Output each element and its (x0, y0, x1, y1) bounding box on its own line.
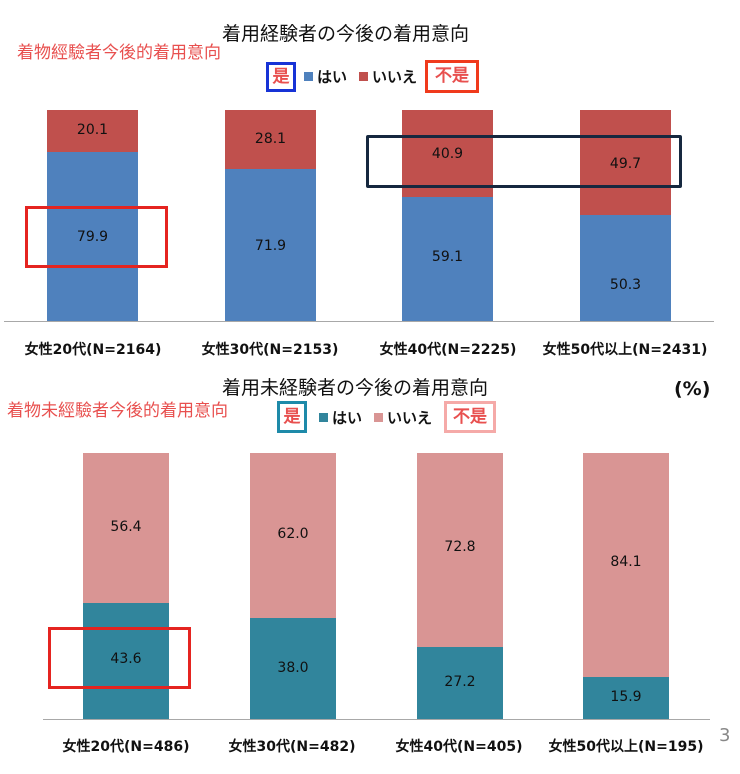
bar-segment-yes: 27.2 (417, 647, 503, 719)
legend-swatch-icon (304, 72, 313, 81)
legend-label-yes: はい (332, 408, 363, 427)
bar-top-50s-plus: 49.7 50.3 (580, 110, 671, 321)
value-label: 43.6 (110, 651, 142, 667)
value-label: 20.1 (76, 122, 109, 138)
value-label: 28.1 (254, 131, 287, 147)
legend-no-tag: 不是 (444, 401, 497, 433)
legend-swatch-icon (319, 412, 328, 422)
bottom-chart-annotation: 着物未經驗者今後的着用意向 (7, 401, 228, 421)
bar-segment-yes: 38.0 (250, 618, 336, 719)
bar-segment-yes: 79.9 (47, 152, 138, 321)
legend-item-yes: はい (319, 407, 362, 428)
value-label: 50.3 (609, 277, 642, 293)
bottom-legend: 是 はい いいえ 不是 (277, 401, 497, 433)
bar-top-40s: 40.9 59.1 (402, 110, 493, 321)
legend-item-no: いいえ (359, 66, 417, 87)
bar-top-30s: 28.1 71.9 (225, 110, 316, 321)
value-label: 79.9 (76, 229, 109, 245)
bar-bottom-40s: 72.8 27.2 (417, 453, 503, 719)
bottom-xlabel-40s: 女性40代(N=405) (395, 739, 523, 755)
bottom-xlabel-20s: 女性20代(N=486) (62, 739, 190, 755)
bar-segment-yes: 43.6 (83, 603, 169, 719)
bottom-xlabel-50s-plus: 女性50代以上(N=195) (548, 739, 704, 755)
bar-segment-no: 72.8 (417, 453, 503, 647)
value-label: 27.2 (444, 674, 476, 690)
bar-bottom-20s: 56.4 43.6 (83, 453, 169, 719)
bar-top-20s: 20.1 79.9 (47, 110, 138, 321)
top-xlabel-50s-plus: 女性50代以上(N=2431) (542, 342, 708, 358)
bottom-x-axis (43, 719, 710, 720)
value-label: 49.7 (609, 156, 642, 172)
value-label: 84.1 (610, 554, 642, 570)
bar-segment-no: 40.9 (402, 110, 493, 197)
page-number: 3 (719, 725, 731, 746)
legend-label-yes: はい (317, 68, 348, 86)
legend-label-no: いいえ (372, 68, 418, 86)
top-chart-annotation: 着物經驗者今後的着用意向 (17, 43, 221, 63)
value-label: 72.8 (444, 539, 476, 555)
value-label: 62.0 (277, 526, 309, 542)
legend-item-yes: はい (304, 66, 347, 87)
value-label: 59.1 (431, 249, 464, 265)
highlight-box-bottom-20s-yes (48, 627, 191, 689)
bar-segment-no: 28.1 (225, 110, 316, 169)
bottom-xlabel-30s: 女性30代(N=482) (228, 739, 356, 755)
top-xlabel-40s: 女性40代(N=2225) (379, 342, 517, 358)
bar-segment-no: 20.1 (47, 110, 138, 152)
legend-yes-tag: 是 (277, 401, 307, 433)
value-label: 15.9 (610, 689, 642, 705)
bar-segment-no: 49.7 (580, 110, 671, 215)
highlight-box-top-20s-yes (25, 206, 168, 268)
highlight-box-top-40s-50s-no (366, 135, 682, 188)
value-label: 56.4 (110, 519, 142, 535)
bar-segment-no: 56.4 (83, 453, 169, 603)
bar-segment-yes: 71.9 (225, 169, 316, 321)
legend-yes-tag: 是 (266, 61, 296, 92)
bar-segment-yes: 50.3 (580, 215, 671, 321)
top-xlabel-30s: 女性30代(N=2153) (201, 342, 339, 358)
value-label: 40.9 (431, 146, 464, 162)
bottom-chart-title: 着用未経験者の今後の着用意向 (222, 377, 489, 399)
legend-item-no: いいえ (374, 407, 432, 428)
bar-segment-yes: 59.1 (402, 197, 493, 321)
legend-swatch-icon (359, 72, 369, 81)
value-label: 71.9 (254, 238, 287, 254)
top-chart-title: 着用経験者の今後の着用意向 (222, 23, 470, 45)
bar-segment-no: 62.0 (250, 453, 336, 618)
top-legend: 是 はい いいえ 不是 (266, 60, 480, 93)
legend-no-tag: 不是 (425, 60, 480, 93)
value-label: 38.0 (277, 660, 309, 676)
top-xlabel-20s: 女性20代(N=2164) (24, 342, 162, 358)
bar-segment-yes: 15.9 (583, 677, 669, 719)
bar-bottom-30s: 62.0 38.0 (250, 453, 336, 719)
bar-segment-no: 84.1 (583, 453, 669, 677)
legend-label-no: いいえ (387, 408, 433, 427)
unit-label: (%) (674, 378, 711, 400)
top-x-axis (4, 321, 714, 322)
legend-swatch-icon (374, 412, 384, 422)
bar-bottom-50s-plus: 84.1 15.9 (583, 453, 669, 719)
